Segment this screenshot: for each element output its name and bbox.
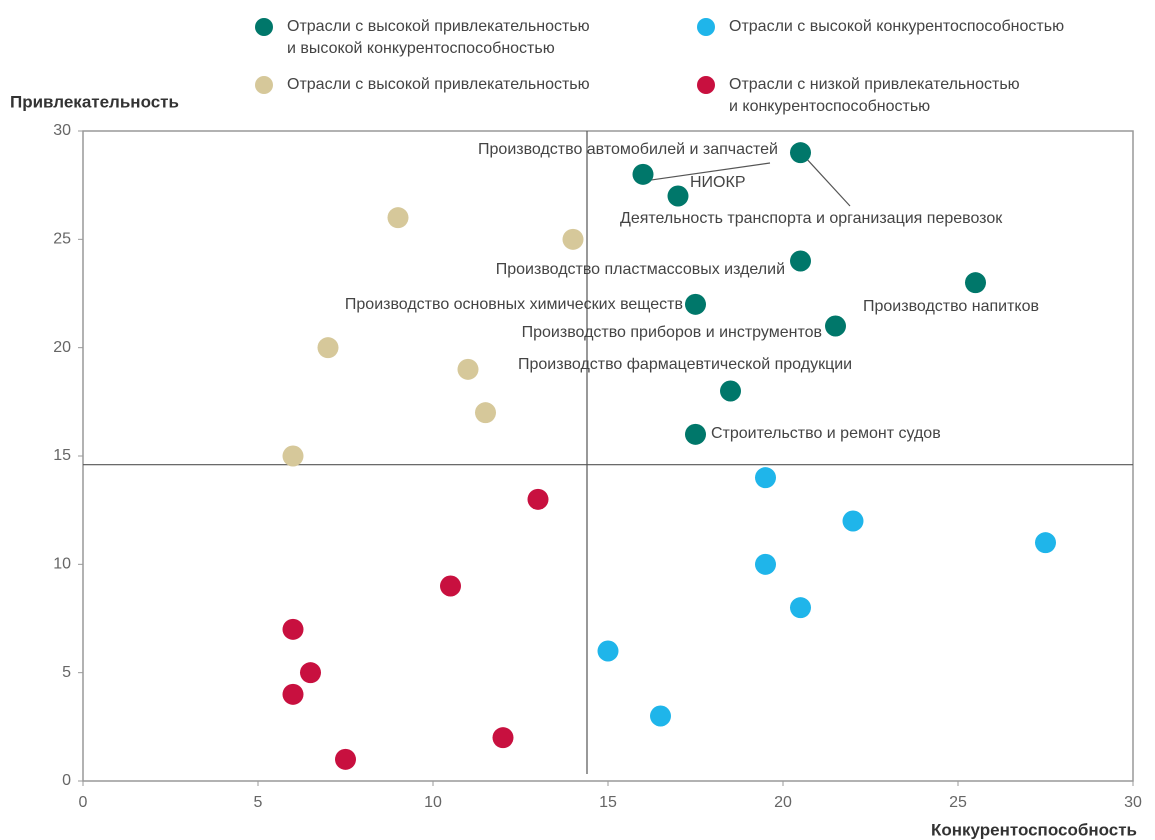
point — [685, 293, 706, 315]
x-tick-label: 20 — [774, 794, 792, 811]
point — [527, 488, 549, 510]
point — [632, 163, 654, 185]
point — [475, 402, 496, 424]
point-label: Строительство и ремонт судов — [711, 425, 941, 442]
point — [317, 337, 339, 359]
point-label: Производство пластмассовых изделий — [496, 261, 785, 278]
point — [387, 207, 409, 229]
point — [755, 467, 776, 489]
x-axis-label: Конкурентоспособность — [931, 820, 1137, 839]
point — [597, 640, 619, 662]
y-tick-label: 15 — [53, 447, 71, 464]
point-label: НИОКР — [690, 174, 746, 191]
x-tick-label: 0 — [79, 794, 88, 811]
y-tick-label: 30 — [53, 122, 71, 139]
point — [335, 748, 356, 770]
y-tick-label: 20 — [53, 339, 71, 356]
point — [650, 705, 671, 727]
point — [842, 510, 864, 532]
point — [965, 272, 986, 294]
legend-item: Отрасли с высокой привлекательностью и в… — [255, 16, 590, 60]
point-label: Производство фармацевтической продукции — [518, 356, 852, 373]
legend-item: Отрасли с высокой конкурентоспособностью — [697, 16, 1064, 38]
legend-label: Отрасли с высокой привлекательностью — [287, 76, 590, 93]
x-tick-label: 5 — [254, 794, 263, 811]
point — [790, 142, 811, 164]
leader-line — [648, 162, 771, 181]
x-tick-label: 10 — [424, 794, 442, 811]
leader-line — [806, 158, 851, 207]
point — [562, 228, 584, 250]
point — [492, 727, 514, 749]
point — [755, 553, 776, 575]
point-label: Деятельность транспорта и организация пе… — [620, 210, 1003, 227]
legend-swatch — [255, 76, 273, 94]
point — [720, 380, 741, 402]
point — [790, 250, 811, 272]
legend-swatch — [697, 76, 715, 94]
point — [282, 618, 304, 640]
x-tick-label: 30 — [1124, 794, 1142, 811]
point — [282, 683, 304, 705]
legend-item: Отрасли с высокой привлекательностью — [255, 74, 590, 96]
point — [667, 185, 689, 207]
y-tick-label: 10 — [53, 556, 71, 573]
point — [790, 597, 811, 619]
legend-label: Отрасли с высокой привлекательностью и в… — [287, 18, 590, 57]
legend-item: Отрасли с низкой привлекательностью и ко… — [697, 74, 1020, 118]
legend-label: Отрасли с низкой привлекательностью и ко… — [729, 76, 1020, 115]
y-tick-label: 25 — [53, 231, 71, 248]
point — [685, 423, 706, 445]
point-label: Производство приборов и инструментов — [522, 324, 822, 341]
y-tick-label: 0 — [62, 772, 71, 789]
plot-border — [82, 130, 1134, 782]
legend-swatch — [255, 18, 273, 36]
point — [440, 575, 461, 597]
point-label: Производство напитков — [863, 298, 1039, 315]
point — [1035, 532, 1056, 554]
point — [825, 315, 846, 337]
point-label: Производство основных химических веществ — [345, 296, 683, 313]
point — [457, 358, 479, 380]
legend-label: Отрасли с высокой конкурентоспособностью — [729, 18, 1065, 35]
point-label: Производство автомобилей и запчастей — [478, 141, 778, 158]
point — [282, 445, 304, 467]
x-tick-label: 25 — [949, 794, 967, 811]
y-tick-label: 5 — [62, 664, 71, 681]
x-tick-label: 15 — [599, 794, 617, 811]
y-axis-label: Привлекательность — [10, 92, 179, 111]
point — [300, 662, 321, 684]
legend-swatch — [697, 18, 715, 36]
